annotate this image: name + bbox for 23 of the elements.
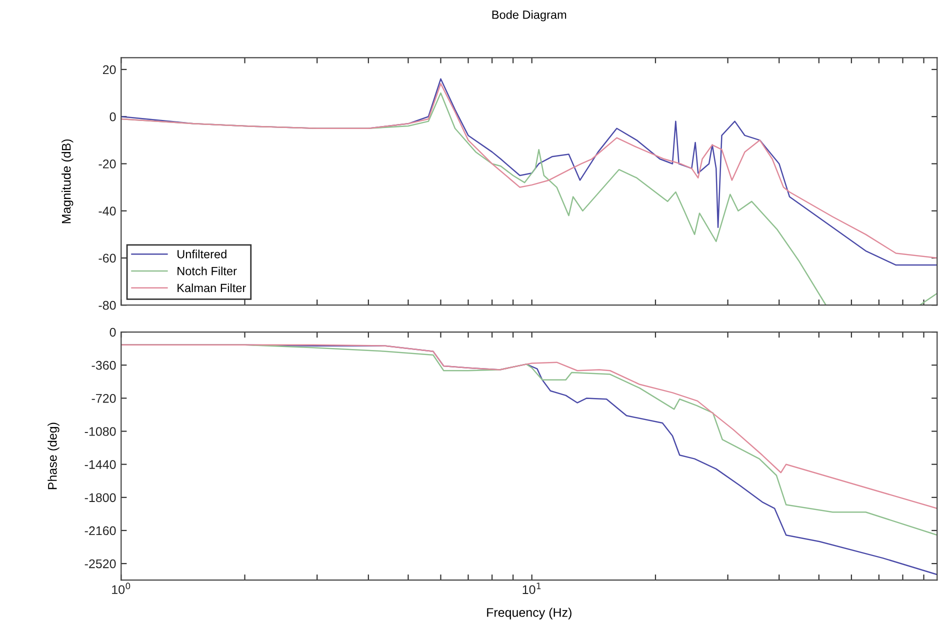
- y-tick-label: 0: [110, 328, 116, 337]
- legend-label: Unfiltered: [178, 250, 226, 258]
- y-tick-label: -2520: [84, 559, 116, 568]
- y-tick-label: -1440: [84, 460, 116, 469]
- legend-label: Kalman Filter: [178, 283, 246, 292]
- y-axis-title: Phase (deg): [48, 422, 60, 490]
- x-tick-label: 10$^{0}$: [112, 582, 130, 594]
- y-tick-label: 20: [102, 65, 116, 74]
- y-tick-label: -720: [92, 394, 116, 403]
- y-tick-label: 0: [110, 112, 116, 122]
- legend-label: Notch Filter: [178, 266, 237, 276]
- y-tick-label: -20: [98, 160, 116, 168]
- y-tick-label: -80: [98, 300, 116, 310]
- y-tick-label: -2160: [84, 526, 116, 536]
- y-tick-label: -40: [98, 206, 116, 216]
- x-tick-label: 10$^{1}$: [522, 582, 541, 594]
- x-axis-title: Frequency (Hz): [487, 608, 572, 620]
- y-tick-label: -1080: [84, 427, 116, 436]
- chart-title: Bode Diagram: [492, 10, 566, 22]
- y-tick-label: -60: [98, 254, 116, 263]
- y-tick-label: -1800: [84, 493, 116, 502]
- y-tick-label: -360: [92, 360, 116, 370]
- y-axis-title: Magnitude (dB): [62, 139, 74, 224]
